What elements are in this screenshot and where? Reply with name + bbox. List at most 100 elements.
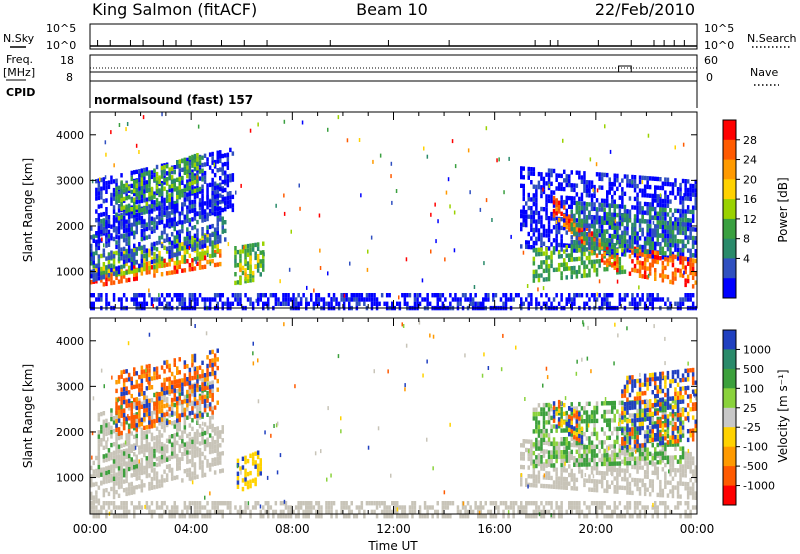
range-gate-cell [186,197,189,202]
range-gate-cell [206,253,209,257]
range-gate-cell [165,438,169,443]
range-gate-cell [633,222,637,228]
range-gate-cell [196,379,199,384]
range-gate-cell [545,207,548,212]
range-gate-cell [196,166,199,171]
range-gate-cell [135,195,138,200]
range-gate-cell [593,483,596,488]
range-gate-cell [211,462,214,467]
range-gate-cell [689,188,692,193]
range-gate-cell [259,297,262,302]
range-gate-cell [216,213,219,219]
range-gate-cell [148,450,151,456]
range-gate-cell [170,476,174,481]
range-gate-cell [188,209,192,214]
range-gate-cell [206,372,209,377]
range-gate-cell [95,473,98,478]
range-gate-cell [130,222,133,228]
range-gate-cell [140,483,144,489]
range-gate-cell [646,232,649,237]
range-gate-cell [580,243,584,248]
range-gate-cell [580,234,584,240]
range-gate-cell [262,301,265,306]
range-gate-cell [555,471,558,477]
range-gate-cell [530,297,533,302]
range-gate-cell [95,250,98,256]
range-gate-cell [520,222,523,227]
range-gate-cell [585,184,589,189]
range-gate-cell [143,258,146,263]
range-gate-cell [150,246,154,252]
range-gate-cell [173,379,176,385]
range-gate-cell [208,350,212,355]
range-gate-cell [107,448,111,453]
range-gate-cell [115,472,118,477]
range-gate-cell [641,219,644,224]
range-gate-cell [648,193,652,198]
range-gate-cell [206,200,209,205]
range-gate-cell [165,448,169,454]
range-gate-cell [540,260,543,265]
range-gate-cell [160,483,164,488]
colorbar-tick-label: 20 [743,173,757,186]
range-gate-cell [583,223,586,228]
range-gate-cell [148,174,151,180]
range-gate-cell [641,261,644,266]
range-gate-cell [211,428,214,433]
range-gate-cell [256,254,260,259]
range-gate-cell [590,237,594,242]
range-gate-cell [520,451,523,457]
range-gate-cell [176,265,179,270]
range-gate-cell [158,301,161,306]
range-gate-cell [603,229,606,234]
range-gate-cell [542,475,546,480]
range-gate-cell [125,248,128,254]
range-gate-cell [555,206,558,212]
range-gate-cell [138,392,141,397]
range-gate-cell [557,267,561,272]
range-gate-cell [631,244,634,249]
range-gate-cell [365,297,369,302]
range-gate-cell [606,194,609,199]
range-gate-cell [97,258,101,264]
range-gate-cell [117,405,121,410]
range-gate-cell [365,293,369,298]
range-gate-cell [608,293,611,298]
range-gate-cell [97,293,101,298]
range-gate-cell [618,270,622,275]
range-gate-cell [274,293,278,298]
range-gate-cell [138,182,141,187]
range-gate-cell [656,251,659,256]
range-gate-cell [163,210,166,216]
range-gate-cell [578,243,581,248]
range-gate-cell [211,177,214,183]
range-gate-cell [130,170,133,176]
range-gate-cell [540,247,543,252]
range-gate-cell [90,226,93,231]
range-gate-cell [654,255,657,260]
range-gate-cell [183,364,187,369]
range-gate-cell [135,433,138,439]
range-gate-cell [550,484,553,489]
range-gate-cell [213,201,217,206]
range-gate-cell [563,446,566,451]
range-gate-cell [661,198,665,204]
range-gate-cell [573,265,576,271]
range-gate-cell [112,222,116,227]
freq-label: Freq. [6,53,33,66]
range-gate-cell [340,293,343,298]
range-gate-cell [593,259,596,264]
range-gate-cell [97,417,101,422]
range-gate-cell [616,267,619,273]
range-gate-cell [165,177,169,182]
range-gate-cell [231,293,235,298]
range-gate-cell [350,297,353,302]
range-gate-cell [148,248,151,253]
range-gate-cell [176,366,179,371]
range-gate-cell [100,442,103,447]
range-gate-cell [560,225,563,231]
range-gate-cell [203,297,207,302]
range-gate-cell [636,209,639,215]
range-gate-cell [193,301,197,306]
range-gate-cell [249,453,252,458]
